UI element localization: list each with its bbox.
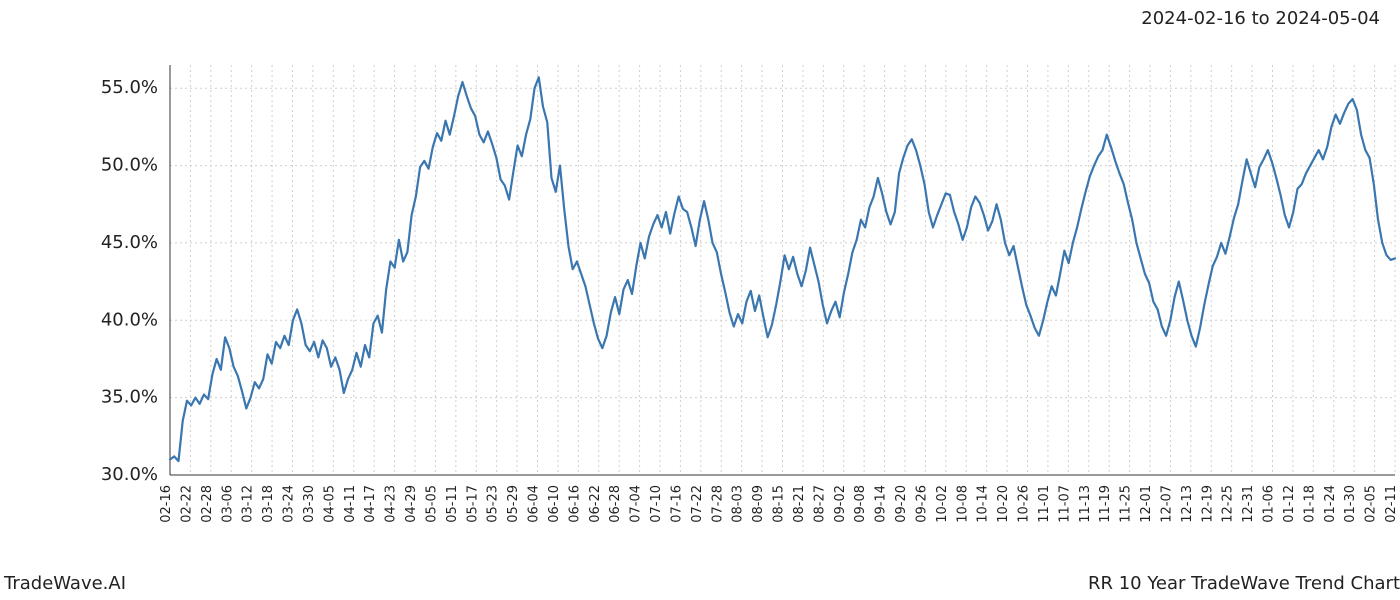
x-tick-label: 01-30 bbox=[1343, 485, 1358, 523]
x-tick-label: 01-24 bbox=[1323, 485, 1338, 523]
x-tick-label: 05-11 bbox=[445, 485, 460, 523]
x-tick-label: 04-17 bbox=[363, 485, 378, 523]
x-tick-label: 04-05 bbox=[322, 485, 337, 523]
x-tick-label: 08-09 bbox=[751, 485, 766, 523]
x-tick-label: 08-15 bbox=[772, 485, 787, 523]
x-tick-label: 03-06 bbox=[220, 485, 235, 523]
x-tick-label: 10-20 bbox=[996, 485, 1011, 523]
x-tick-label: 11-19 bbox=[1098, 485, 1113, 523]
x-tick-label: 03-30 bbox=[302, 485, 317, 523]
x-tick-label: 10-02 bbox=[935, 485, 950, 523]
x-tick-label: 09-08 bbox=[853, 485, 868, 523]
x-tick-label: 06-04 bbox=[527, 485, 542, 523]
x-tick-label: 07-10 bbox=[649, 485, 664, 523]
x-tick-label: 05-05 bbox=[424, 485, 439, 523]
x-tick-label: 12-19 bbox=[1200, 485, 1215, 523]
x-tick-label: 12-01 bbox=[1139, 485, 1154, 523]
y-tick-label: 50.0% bbox=[101, 155, 158, 176]
x-tick-label: 05-29 bbox=[506, 485, 521, 523]
x-tick-label: 04-29 bbox=[404, 485, 419, 523]
x-tick-label: 03-24 bbox=[282, 485, 297, 523]
x-tick-label: 05-17 bbox=[465, 485, 480, 523]
x-tick-label: 04-11 bbox=[343, 485, 358, 523]
x-tick-label: 11-13 bbox=[1078, 485, 1093, 523]
x-tick-label: 10-14 bbox=[976, 485, 991, 523]
x-tick-label: 09-20 bbox=[894, 485, 909, 523]
x-tick-label: 02-16 bbox=[159, 485, 174, 523]
x-tick-label: 12-31 bbox=[1241, 485, 1256, 523]
x-tick-label: 07-28 bbox=[710, 485, 725, 523]
x-tick-label: 12-07 bbox=[1159, 485, 1174, 523]
x-tick-label: 02-22 bbox=[179, 485, 194, 523]
y-tick-label: 35.0% bbox=[101, 387, 158, 408]
x-tick-label: 02-11 bbox=[1384, 485, 1399, 523]
x-tick-label: 09-26 bbox=[914, 485, 929, 523]
date-range-label: 2024-02-16 to 2024-05-04 bbox=[1141, 8, 1380, 29]
x-tick-label: 01-12 bbox=[1282, 485, 1297, 523]
x-tick-label: 04-23 bbox=[384, 485, 399, 523]
x-tick-label: 09-02 bbox=[833, 485, 848, 523]
y-tick-label: 55.0% bbox=[101, 77, 158, 98]
y-tick-label: 40.0% bbox=[101, 309, 158, 330]
chart-title: RR 10 Year TradeWave Trend Chart bbox=[1088, 573, 1400, 594]
x-tick-label: 05-23 bbox=[486, 485, 501, 523]
trend-chart: 30.0% 35.0% 40.0% 45.0% 50.0% 55.0% 02-16 02-22… bbox=[0, 0, 1400, 600]
x-tick-label: 03-18 bbox=[261, 485, 276, 523]
x-tick-label: 06-22 bbox=[588, 485, 603, 523]
footer-brand: TradeWave.AI bbox=[4, 573, 126, 594]
trend-line bbox=[170, 77, 1395, 461]
x-tick-label: 10-26 bbox=[1017, 485, 1032, 523]
x-tick-label: 06-28 bbox=[608, 485, 623, 523]
y-tick-label: 45.0% bbox=[101, 232, 158, 253]
x-tick-label: 11-07 bbox=[1057, 485, 1072, 523]
x-tick-label: 08-03 bbox=[731, 485, 746, 523]
x-tick-label: 08-27 bbox=[812, 485, 827, 523]
x-tick-label: 02-28 bbox=[200, 485, 215, 523]
x-tick-label: 09-14 bbox=[874, 485, 889, 523]
x-tick-label: 08-21 bbox=[792, 485, 807, 523]
x-tick-label: 07-04 bbox=[629, 485, 644, 523]
x-tick-label: 07-16 bbox=[669, 485, 684, 523]
x-tick-label: 12-25 bbox=[1221, 485, 1236, 523]
x-tick-label: 11-25 bbox=[1119, 485, 1134, 523]
x-tick-label: 02-05 bbox=[1364, 485, 1379, 523]
x-tick-label: 10-08 bbox=[955, 485, 970, 523]
y-tick-label: 30.0% bbox=[101, 464, 158, 485]
x-tick-label: 06-16 bbox=[567, 485, 582, 523]
x-tick-label: 11-01 bbox=[1037, 485, 1052, 523]
x-tick-label: 03-12 bbox=[241, 485, 256, 523]
x-tick-label: 01-18 bbox=[1302, 485, 1317, 523]
x-tick-label: 12-13 bbox=[1180, 485, 1195, 523]
x-tick-label: 06-10 bbox=[547, 485, 562, 523]
x-tick-label: 07-22 bbox=[690, 485, 705, 523]
x-tick-label: 01-06 bbox=[1262, 485, 1277, 523]
